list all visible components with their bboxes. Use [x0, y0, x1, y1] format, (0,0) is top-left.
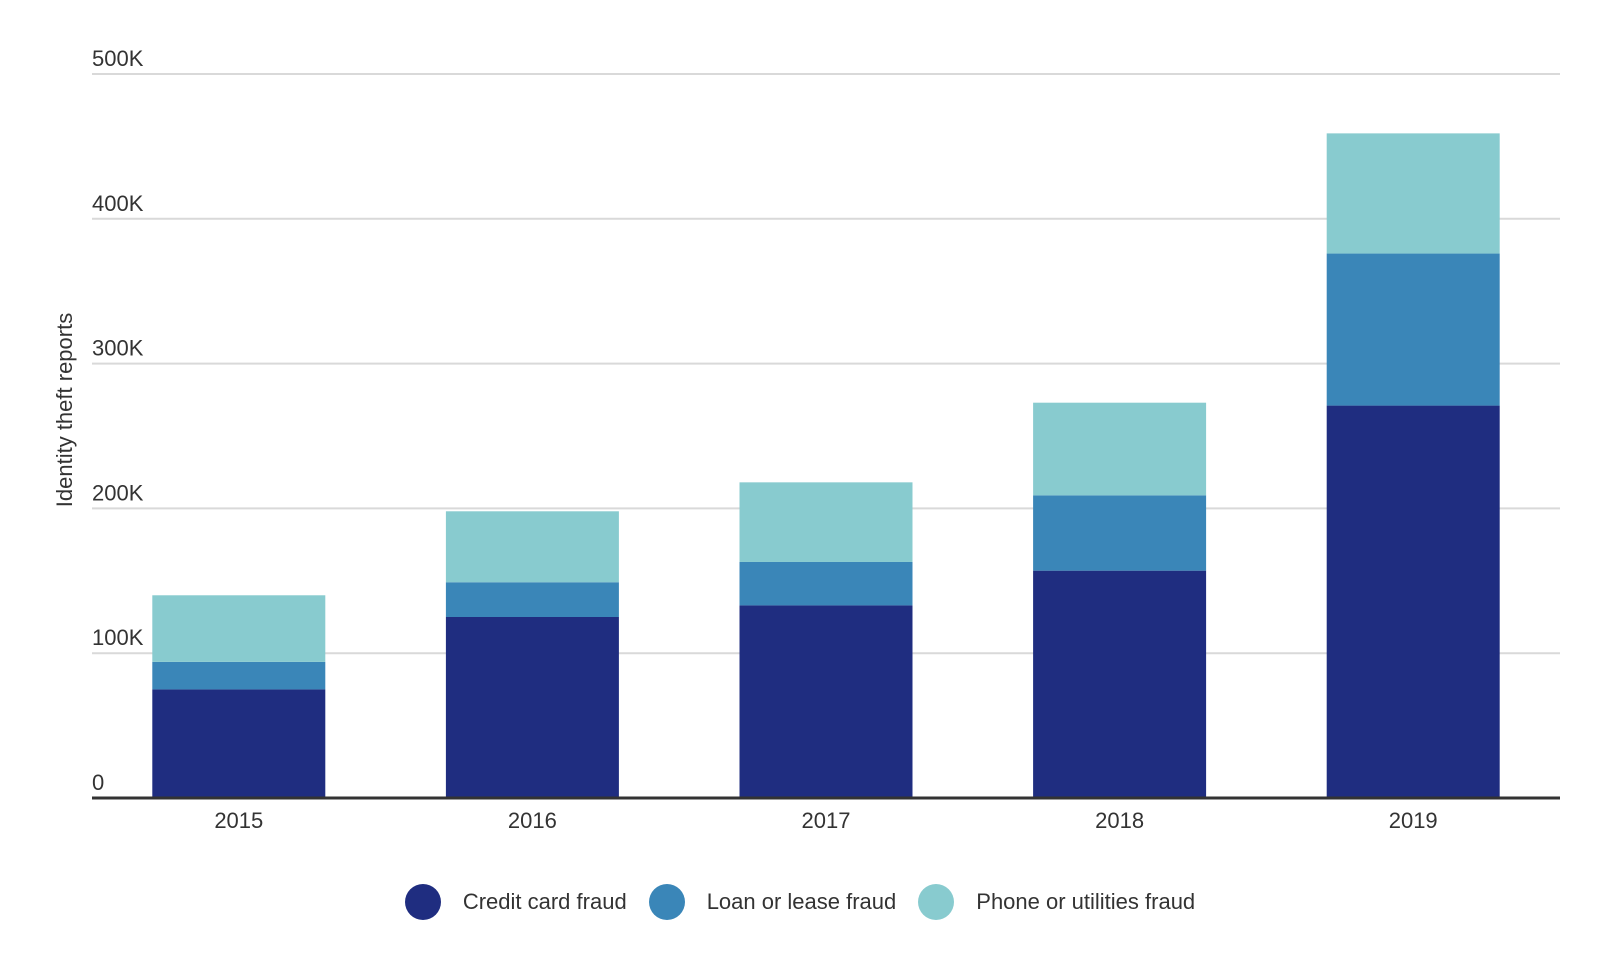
bar-segment[interactable]: [1033, 402, 1207, 496]
y-tick-label: 300K: [92, 336, 144, 361]
legend-label: Credit card fraud: [462, 889, 627, 914]
legend-label: Phone or utilities fraud: [976, 889, 1196, 914]
grid-layer: [92, 73, 1560, 655]
y-tick-label: 0: [92, 770, 104, 795]
bar-segment[interactable]: [1033, 570, 1207, 798]
legend-item-phone-or-utilities-fraud[interactable]: Phone or utilities fraud: [918, 884, 1195, 920]
x-tick-label: 2019: [1389, 808, 1438, 833]
bar-segment[interactable]: [152, 689, 326, 798]
y-axis-title: Identity theft reports: [52, 313, 77, 507]
legend-item-credit-card-fraud[interactable]: Credit card fraud: [404, 884, 627, 920]
bar-segment[interactable]: [739, 605, 913, 798]
legend-label: Loan or lease fraud: [706, 889, 897, 914]
bar-segment[interactable]: [739, 561, 913, 606]
bar-segment[interactable]: [152, 661, 326, 690]
bar-segment[interactable]: [1326, 405, 1500, 798]
legend: Credit card fraud Loan or lease fraud Ph…: [0, 884, 1600, 920]
bar-segment[interactable]: [445, 617, 619, 798]
bar-segment[interactable]: [152, 595, 326, 662]
bar-segment[interactable]: [445, 511, 619, 583]
x-tick-label: 2017: [802, 808, 851, 833]
bar-segment[interactable]: [445, 582, 619, 617]
bar-segment[interactable]: [1326, 253, 1500, 406]
x-tick-label: 2018: [1095, 808, 1144, 833]
bar-segment[interactable]: [1033, 495, 1207, 571]
legend-swatch-credit-card-fraud: [404, 884, 441, 920]
y-tick-label: 100K: [92, 625, 144, 650]
legend-swatch-phone-or-utilities-fraud: [918, 884, 955, 920]
legend-swatch-loan-or-lease-fraud: [648, 884, 685, 920]
bar-segment[interactable]: [1326, 133, 1500, 254]
legend-item-loan-or-lease-fraud[interactable]: Loan or lease fraud: [648, 884, 897, 920]
x-tick-label: 2015: [214, 808, 263, 833]
y-tick-label: 200K: [92, 480, 144, 505]
y-tick-label: 400K: [92, 191, 144, 216]
bars-layer: [152, 133, 1500, 798]
axis-layer: 0 100K 200K 300K 400K 500K 2015 2016 2017 2018 201…: [92, 46, 1560, 833]
x-tick-label: 2016: [508, 808, 557, 833]
bar-segment[interactable]: [739, 482, 913, 562]
y-tick-label: 500K: [92, 46, 144, 71]
